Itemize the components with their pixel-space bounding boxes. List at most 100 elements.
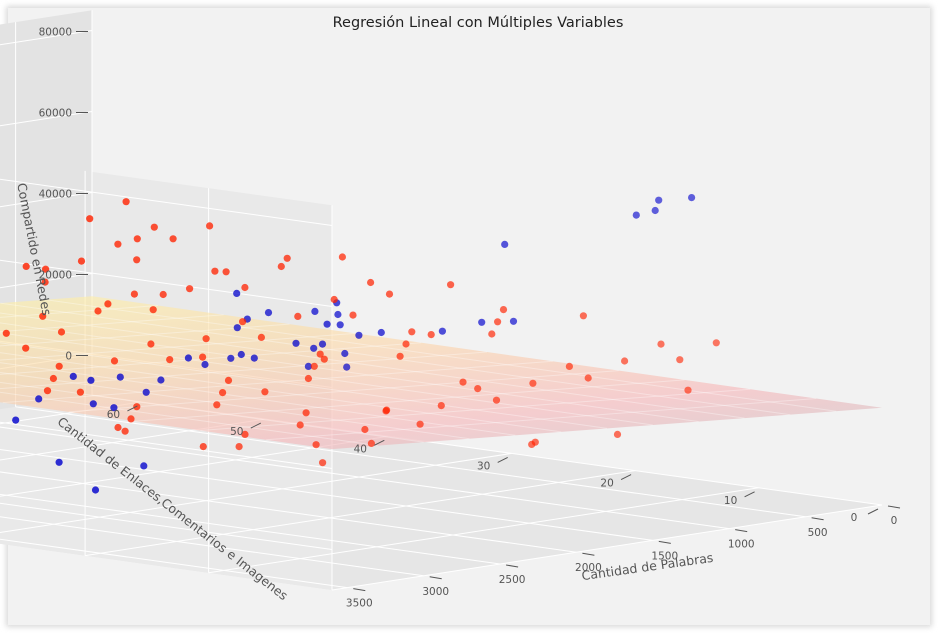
data-point-blue — [237, 350, 245, 359]
data-point-blue — [323, 320, 331, 328]
data-point-blue — [55, 458, 63, 466]
data-point-red — [199, 443, 207, 451]
data-point-blue — [310, 344, 318, 352]
z-tick-label: 20000 — [39, 270, 72, 282]
y-tick-mark — [127, 405, 138, 412]
data-point-blue — [89, 400, 97, 408]
data-point-red — [396, 352, 404, 360]
plane-grid-line — [0, 323, 290, 347]
data-point-red — [133, 235, 141, 243]
plane-grid-line — [266, 398, 817, 441]
data-point-red — [385, 290, 394, 298]
data-point-blue — [292, 339, 300, 347]
y-tick-mark — [374, 439, 385, 446]
y-tick-label: 10 — [724, 495, 737, 507]
data-point-red — [338, 253, 346, 261]
data-point-blue — [201, 360, 209, 369]
data-point-blue — [116, 373, 124, 381]
floor-grid-line — [0, 493, 501, 565]
x-tick-mark — [353, 588, 366, 592]
floor-grid-line — [208, 487, 759, 574]
data-point-red — [528, 440, 536, 448]
plane-grid-line — [0, 314, 224, 333]
x-tick-mark — [506, 564, 519, 568]
side-wall-grid-line — [0, 111, 93, 127]
plane-grid-line — [46, 299, 837, 412]
data-point-red — [39, 312, 47, 320]
data-point-red — [613, 430, 622, 438]
data-point-red — [402, 340, 410, 348]
x-tick-mark — [735, 529, 748, 533]
data-point-red — [169, 235, 177, 243]
data-point-red — [222, 268, 230, 276]
data-point-red — [159, 290, 167, 299]
y-tick-label: 20 — [600, 478, 613, 490]
floor-grid-line — [0, 471, 577, 553]
data-point-blue — [311, 307, 319, 315]
x-tick-label: 3500 — [346, 598, 373, 610]
plane-grid-line — [0, 342, 422, 375]
plane-grid-line — [0, 302, 791, 416]
data-point-red — [349, 311, 357, 319]
plane-grid-line — [0, 342, 608, 429]
x-tick-label: 500 — [808, 527, 828, 539]
data-point-red — [166, 356, 174, 364]
data-point-red — [130, 290, 138, 298]
data-point-red — [55, 362, 63, 370]
data-point-red — [474, 385, 482, 393]
data-point-blue — [304, 362, 312, 370]
data-point-blue — [336, 321, 344, 329]
y-tick-mark — [867, 508, 879, 515]
z-tick-label: 0 — [65, 351, 72, 363]
plane-grid-line — [68, 370, 619, 413]
z-tick-label: 80000 — [39, 27, 72, 39]
data-point-blue — [227, 354, 235, 362]
data-point-red — [529, 379, 537, 387]
plane-grid-line — [0, 352, 562, 433]
y-tick-label: 30 — [477, 460, 490, 472]
x-tick-mark — [658, 540, 671, 544]
data-point-red — [302, 409, 310, 417]
data-point-red — [127, 415, 135, 423]
data-point-red — [492, 396, 501, 404]
data-point-red — [76, 388, 84, 396]
x-tick-label: 2000 — [575, 562, 602, 574]
data-point-blue — [318, 340, 327, 348]
floor-grid-line — [15, 406, 806, 518]
floor-grid-line — [0, 448, 653, 541]
floor-grid-line — [331, 504, 883, 591]
plane-grid-line — [0, 312, 745, 419]
data-point-red — [133, 256, 141, 264]
data-point-red — [294, 312, 302, 320]
data-point-red — [712, 339, 720, 347]
y-tick-label: 50 — [230, 426, 243, 438]
chart-title: Regresión Lineal con Múltiples Variables — [333, 15, 624, 31]
data-point-red — [565, 362, 574, 370]
x-tick-label: 1500 — [651, 550, 678, 562]
plane-grid-line — [0, 305, 158, 318]
side-wall-grid-line — [0, 192, 93, 208]
plane-grid-line — [0, 351, 488, 390]
data-point-blue — [142, 388, 150, 396]
data-point-red — [211, 267, 219, 275]
data-point-red — [459, 378, 467, 386]
data-point-red — [257, 333, 265, 341]
data-point-red — [427, 331, 435, 339]
plane-grid-line — [0, 322, 699, 423]
data-point-red — [206, 222, 214, 230]
data-point-red — [239, 318, 247, 326]
data-point-red — [304, 374, 312, 383]
plane-grid-line — [0, 381, 424, 443]
side-wall-grid-line — [0, 273, 93, 289]
data-point-red — [361, 425, 369, 434]
y-tick-label: 0 — [851, 512, 858, 524]
y-tick-mark — [497, 456, 508, 463]
back-wall-grid-line — [0, 421, 333, 469]
data-point-red — [408, 328, 416, 336]
data-point-red — [219, 389, 227, 397]
data-point-red — [437, 402, 445, 410]
data-point-red — [150, 223, 158, 231]
plane-grid-line — [200, 388, 751, 431]
x-tick-label: 3000 — [422, 586, 449, 598]
x-tick-mark — [582, 552, 595, 556]
